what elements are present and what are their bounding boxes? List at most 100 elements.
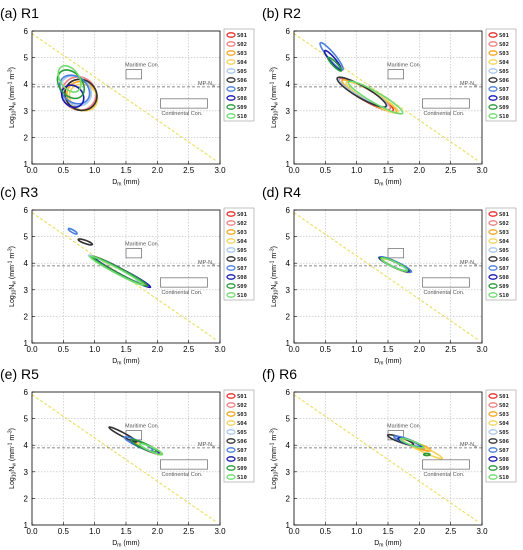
legend-box xyxy=(485,28,517,122)
x-tick-label: 2.5 xyxy=(445,166,457,175)
legend-label-s06: S06 xyxy=(499,257,510,263)
legend-label-s01: S01 xyxy=(499,33,510,39)
legend-label-s01: S01 xyxy=(499,394,510,400)
legend-label-s02: S02 xyxy=(237,221,247,227)
plot-frame xyxy=(293,30,483,165)
legend-label-s05: S05 xyxy=(499,248,509,254)
y-tick-label: 1 xyxy=(286,339,291,348)
chart-panel: (e) R5 0.0 0.5 1.0 1.5 2.0 2.5 3.0 1 2 3 4 5 6 MP-Nw Ma… xyxy=(0,366,255,549)
legend-label-s02: S02 xyxy=(237,403,247,409)
legend-label-s01: S01 xyxy=(237,394,248,400)
x-tick-label: 2.0 xyxy=(414,527,426,536)
legend-swatch-s10 xyxy=(226,474,236,480)
legend-swatch-s04 xyxy=(226,238,236,244)
ellipse-s06 xyxy=(77,238,94,246)
y-tick-label: 3 xyxy=(24,286,29,295)
legend-swatch-s09 xyxy=(226,465,236,471)
continental-label: Continental Con. xyxy=(161,290,202,296)
legend-label-s06: S06 xyxy=(499,439,510,445)
x-tick-label: 1.5 xyxy=(120,345,132,354)
legend-swatch-s02 xyxy=(226,220,236,226)
legend-label-s09: S09 xyxy=(237,105,247,111)
y-tick-label: 2 xyxy=(286,494,291,503)
x-tick-label: 1.0 xyxy=(351,527,363,536)
legend-label-s05: S05 xyxy=(499,430,509,436)
legend-box xyxy=(223,207,255,301)
x-tick-label: 0.5 xyxy=(320,166,332,175)
x-tick-label: 3.0 xyxy=(214,527,226,536)
y-axis-label: Log10Nw (mm-1 m-3) xyxy=(8,67,18,128)
x-tick-label: 1.5 xyxy=(120,166,132,175)
maritime-label: Maritime Con. xyxy=(125,63,160,69)
ellipse-s06 xyxy=(336,76,388,108)
legend: S01 S02 S03 S04 S05 S06 S07 S08 S09 S10 xyxy=(485,28,517,122)
legend-label-s09: S09 xyxy=(499,105,509,111)
legend-swatch-s07 xyxy=(488,86,498,92)
legend-swatch-s03 xyxy=(488,411,498,417)
legend-label-s03: S03 xyxy=(237,412,247,418)
y-tick-label: 5 xyxy=(24,415,29,424)
legend-swatch-s06 xyxy=(226,77,236,83)
legend-label-s07: S07 xyxy=(237,448,247,454)
x-tick-label: 3.0 xyxy=(476,166,488,175)
x-tick-label: 2.5 xyxy=(445,345,457,354)
x-tick-label: 2.5 xyxy=(183,527,195,536)
legend-label-s02: S02 xyxy=(499,403,509,409)
legend-swatch-s01 xyxy=(488,393,498,399)
legend-box xyxy=(485,389,517,483)
legend-label-s07: S07 xyxy=(499,448,509,454)
y-tick-label: 3 xyxy=(24,468,29,477)
legend-swatch-s10 xyxy=(226,113,236,119)
y-tick-label: 6 xyxy=(24,388,29,397)
legend-swatch-s08 xyxy=(226,456,236,462)
legend-swatch-s03 xyxy=(226,229,236,235)
x-tick-label: 3.0 xyxy=(476,345,488,354)
legend-swatch-s07 xyxy=(488,265,498,271)
x-tick-label: 2.5 xyxy=(445,527,457,536)
x-tick-label: 0.5 xyxy=(320,527,332,536)
x-tick-label: 0.0 xyxy=(26,527,38,536)
y-tick-label: 2 xyxy=(24,494,29,503)
ellipse-s09 xyxy=(422,452,431,457)
legend-swatch-s07 xyxy=(488,447,498,453)
continental-box xyxy=(160,277,208,288)
x-axis-label: Dm (mm) xyxy=(374,358,402,367)
legend-swatch-s04 xyxy=(226,59,236,65)
x-tick-label: 2.0 xyxy=(414,345,426,354)
x-tick-label: 0.0 xyxy=(288,166,300,175)
legend-swatch-s05 xyxy=(226,247,236,253)
y-tick-label: 4 xyxy=(24,259,29,268)
x-tick-label: 1.0 xyxy=(351,166,363,175)
ellipse-s10 xyxy=(399,437,425,449)
legend-swatch-s06 xyxy=(488,438,498,444)
legend-swatch-s07 xyxy=(226,265,236,271)
x-axis-label: Dm (mm) xyxy=(374,179,402,188)
legend-swatch-s01 xyxy=(488,32,498,38)
legend-label-s09: S09 xyxy=(499,284,509,290)
legend-label-s05: S05 xyxy=(237,69,247,75)
x-tick-label: 2.0 xyxy=(152,527,164,536)
legend-label-s10: S10 xyxy=(237,114,247,120)
x-tick-label: 1.0 xyxy=(89,527,101,536)
ellipse-s09 xyxy=(130,438,157,453)
y-tick-label: 4 xyxy=(24,80,29,89)
y-tick-label: 4 xyxy=(286,259,291,268)
x-tick-label: 0.0 xyxy=(26,166,38,175)
legend-swatch-s01 xyxy=(488,211,498,217)
y-tick-label: 5 xyxy=(24,233,29,242)
x-tick-label: 1.5 xyxy=(120,527,132,536)
x-tick-label: 0.5 xyxy=(320,345,332,354)
x-tick-label: 1.0 xyxy=(89,166,101,175)
mp-nw-label: MP-Nw xyxy=(460,442,477,449)
legend-label-s08: S08 xyxy=(237,457,247,463)
x-tick-label: 2.5 xyxy=(183,166,195,175)
y-tick-label: 2 xyxy=(286,312,291,321)
legend-swatch-s04 xyxy=(488,59,498,65)
continental-label: Continental Con. xyxy=(161,111,202,117)
ellipse-s06 xyxy=(108,426,138,443)
legend: S01 S02 S03 S04 S05 S06 S07 S08 S09 S10 xyxy=(485,207,517,301)
legend-swatch-s03 xyxy=(226,50,236,56)
legend-swatch-s05 xyxy=(488,247,498,253)
legend-box xyxy=(485,207,517,301)
legend-swatch-s06 xyxy=(488,256,498,262)
